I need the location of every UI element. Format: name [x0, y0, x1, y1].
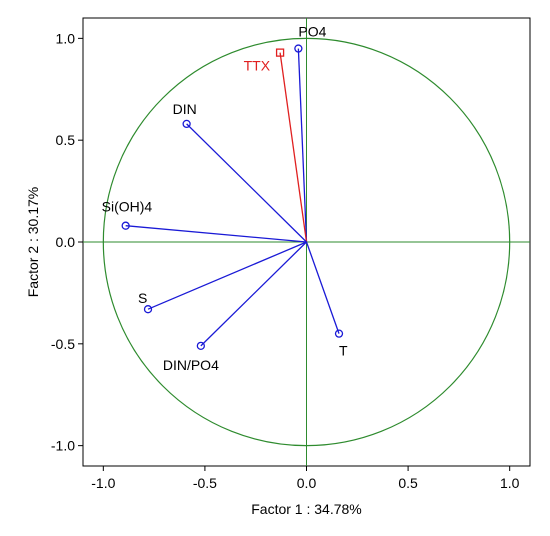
- y-axis-title: Factor 2 : 30.17%: [25, 187, 41, 298]
- vector-t: [305, 241, 340, 334]
- x-tick-label: 0.0: [297, 475, 317, 491]
- label-po4: PO4: [298, 24, 326, 40]
- x-tick-label: 1.0: [500, 475, 520, 491]
- x-tick-label: -0.5: [193, 475, 217, 491]
- label-ttx: TTX: [244, 58, 271, 74]
- y-tick-label: 1.0: [56, 30, 76, 46]
- vector-si-oh-4: [125, 225, 307, 243]
- point-po4: [294, 44, 303, 53]
- vector-po4: [297, 48, 308, 243]
- x-tick-label: -1.0: [91, 475, 115, 491]
- vector-s: [147, 241, 307, 310]
- vector-ttx: [279, 52, 308, 243]
- label-t: T: [339, 343, 348, 359]
- y-tick-label: -1.0: [51, 438, 75, 454]
- y-tick-label: 0.5: [56, 132, 76, 148]
- x-axis-title: Factor 1 : 34.78%: [251, 501, 362, 517]
- point-din: [182, 119, 191, 129]
- point-ttx: [275, 48, 285, 57]
- vector-din-po4: [200, 241, 307, 347]
- y-tick-label: 0.0: [56, 234, 76, 250]
- x-tick-label: 0.5: [398, 475, 418, 491]
- label-din-po4: DIN/PO4: [163, 357, 219, 373]
- unit-circle: [102, 37, 511, 447]
- y-tick-label: -0.5: [51, 336, 75, 352]
- point-din-po4: [196, 341, 205, 351]
- vector-din: [186, 123, 307, 243]
- point-s: [143, 305, 153, 314]
- markers: [121, 44, 344, 351]
- point-t: [334, 329, 344, 338]
- point-si-oh-4: [121, 221, 130, 230]
- vectors: [125, 48, 340, 347]
- label-din: DIN: [173, 101, 197, 117]
- labels: PO4 TTX DIN Si(OH)4 S DIN/PO4 T: [102, 24, 348, 373]
- ticks: -1.0 -0.5 0.0 0.5 1.0 -1.0 -0.5 0.0 0.5 1.0: [51, 30, 520, 491]
- label-s: S: [138, 290, 147, 306]
- label-si-oh-4: Si(OH)4: [102, 199, 153, 215]
